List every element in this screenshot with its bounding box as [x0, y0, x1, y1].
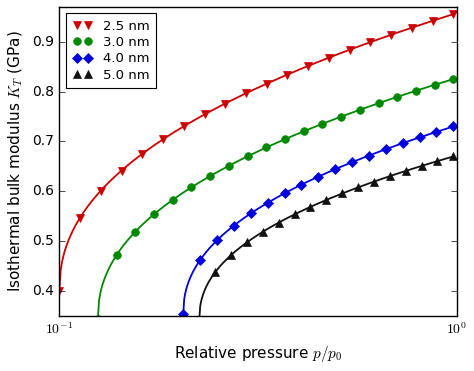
- 3.0 nm: [376, 101, 382, 105]
- 5.0 nm: [260, 230, 266, 234]
- 4.0 nm: [383, 147, 389, 151]
- 4.0 nm: [434, 129, 439, 134]
- 4.0 nm: [400, 141, 406, 145]
- Legend: 2.5 nm, 3.0 nm, 4.0 nm, 5.0 nm: 2.5 nm, 3.0 nm, 4.0 nm, 5.0 nm: [66, 13, 156, 88]
- Line: 4.0 nm: 4.0 nm: [180, 123, 457, 318]
- 2.5 nm: [56, 289, 62, 293]
- 2.5 nm: [305, 64, 311, 68]
- Line: 2.5 nm: 2.5 nm: [55, 10, 457, 295]
- 5.0 nm: [450, 154, 456, 159]
- 5.0 nm: [276, 220, 282, 225]
- 3.0 nm: [207, 174, 213, 178]
- 2.5 nm: [118, 168, 124, 173]
- 5.0 nm: [212, 270, 218, 274]
- 5.0 nm: [355, 185, 361, 190]
- 4.0 nm: [417, 135, 422, 139]
- 5.0 nm: [244, 240, 250, 244]
- 5.0 nm: [308, 205, 313, 209]
- 4.0 nm: [248, 211, 254, 216]
- 3.0 nm: [132, 230, 138, 234]
- 4.0 nm: [181, 312, 186, 316]
- 5.0 nm: [387, 174, 392, 178]
- 2.5 nm: [367, 40, 373, 45]
- Line: 3.0 nm: 3.0 nm: [94, 75, 457, 322]
- 3.0 nm: [357, 108, 363, 112]
- 4.0 nm: [332, 167, 338, 171]
- 3.0 nm: [394, 95, 400, 99]
- 4.0 nm: [231, 223, 237, 228]
- 2.5 nm: [139, 152, 145, 156]
- 3.0 nm: [245, 154, 250, 158]
- 3.0 nm: [95, 316, 101, 321]
- 3.0 nm: [114, 253, 119, 257]
- 5.0 nm: [435, 159, 440, 163]
- 2.5 nm: [347, 47, 353, 52]
- 2.5 nm: [284, 72, 290, 77]
- 3.0 nm: [282, 137, 288, 141]
- 2.5 nm: [450, 12, 456, 16]
- 2.5 nm: [160, 137, 166, 141]
- 4.0 nm: [214, 238, 220, 243]
- 2.5 nm: [430, 19, 436, 23]
- 5.0 nm: [324, 198, 329, 202]
- 3.0 nm: [189, 185, 194, 190]
- 4.0 nm: [316, 174, 321, 179]
- 3.0 nm: [301, 129, 307, 134]
- 3.0 nm: [151, 212, 157, 217]
- 4.0 nm: [299, 183, 304, 187]
- X-axis label: Relative pressure $p/p_0$: Relative pressure $p/p_0$: [174, 344, 342, 364]
- 3.0 nm: [450, 77, 456, 81]
- Line: 5.0 nm: 5.0 nm: [196, 152, 457, 322]
- 2.5 nm: [326, 55, 332, 60]
- 3.0 nm: [319, 122, 325, 126]
- 3.0 nm: [432, 83, 438, 87]
- 2.5 nm: [388, 33, 394, 37]
- 5.0 nm: [292, 212, 298, 217]
- 2.5 nm: [181, 124, 187, 128]
- 3.0 nm: [170, 198, 175, 202]
- 4.0 nm: [265, 201, 271, 205]
- 3.0 nm: [226, 164, 232, 168]
- 2.5 nm: [243, 91, 249, 95]
- 2.5 nm: [409, 26, 415, 30]
- 4.0 nm: [282, 191, 287, 196]
- 2.5 nm: [98, 188, 104, 193]
- 4.0 nm: [366, 153, 372, 158]
- 4.0 nm: [197, 258, 203, 262]
- 4.0 nm: [349, 160, 355, 164]
- 3.0 nm: [264, 145, 269, 150]
- 2.5 nm: [264, 82, 270, 86]
- 5.0 nm: [419, 164, 424, 168]
- 2.5 nm: [77, 216, 83, 220]
- 4.0 nm: [450, 124, 456, 129]
- 5.0 nm: [228, 253, 234, 257]
- 2.5 nm: [222, 101, 228, 106]
- 5.0 nm: [339, 191, 345, 196]
- 5.0 nm: [197, 316, 202, 321]
- 3.0 nm: [338, 115, 344, 119]
- 3.0 nm: [413, 89, 419, 93]
- 2.5 nm: [201, 112, 207, 116]
- 5.0 nm: [371, 180, 377, 184]
- Y-axis label: Isothermal bulk modulus $K_T$ (GPa): Isothermal bulk modulus $K_T$ (GPa): [7, 30, 25, 292]
- 5.0 nm: [403, 169, 409, 173]
